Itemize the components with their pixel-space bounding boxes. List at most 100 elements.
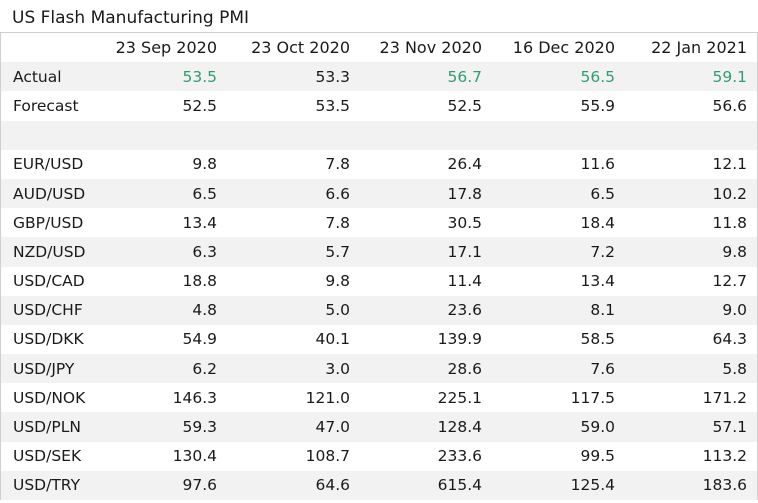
actual-value: 56.7 <box>447 67 482 86</box>
value-cell: 11.8 <box>712 213 747 232</box>
value-cell: 13.4 <box>580 272 615 291</box>
row-label: Forecast <box>13 96 79 115</box>
value-cell: 11.4 <box>447 272 482 291</box>
value-cell: 7.8 <box>325 155 350 174</box>
row-label: USD/CHF <box>13 301 83 320</box>
value-cell: 4.8 <box>192 301 217 320</box>
value-cell: 130.4 <box>172 447 217 466</box>
value-cell: 5.8 <box>722 359 747 378</box>
value-cell: 64.6 <box>315 476 350 495</box>
actual-value: 53.5 <box>182 67 217 86</box>
value-cell: 58.5 <box>580 330 615 349</box>
value-cell: 6.5 <box>590 184 615 203</box>
value-cell: 125.4 <box>570 476 615 495</box>
table-row: USD/SEK 130.4 108.7 233.6 99.5 113.2 <box>1 442 757 471</box>
value-cell: 9.8 <box>192 155 217 174</box>
value-cell: 171.2 <box>702 388 747 407</box>
table-row: USD/DKK 54.9 40.1 139.9 58.5 64.3 <box>1 325 757 354</box>
value-cell: 615.4 <box>437 476 482 495</box>
data-table: 23 Sep 2020 23 Oct 2020 23 Nov 2020 16 D… <box>0 32 758 500</box>
value-cell: 30.5 <box>447 213 482 232</box>
value-cell: 40.1 <box>315 330 350 349</box>
actual-value: 59.1 <box>712 67 747 86</box>
forecast-row: Forecast 52.5 53.5 52.5 55.9 56.6 <box>1 91 757 120</box>
value-cell: 47.0 <box>315 418 350 437</box>
table-row: USD/CAD 18.8 9.8 11.4 13.4 12.7 <box>1 267 757 296</box>
row-label: USD/SEK <box>13 447 82 466</box>
row-label: EUR/USD <box>13 155 84 174</box>
value-cell: 6.3 <box>192 242 217 261</box>
row-label: GBP/USD <box>13 213 84 232</box>
forecast-value: 52.5 <box>182 96 217 115</box>
row-label: NZD/USD <box>13 242 86 261</box>
row-label: AUD/USD <box>13 184 86 203</box>
value-cell: 10.2 <box>712 184 747 203</box>
value-cell: 9.0 <box>722 301 747 320</box>
value-cell: 3.0 <box>325 359 350 378</box>
table-row: EUR/USD 9.8 7.8 26.4 11.6 12.1 <box>1 150 757 179</box>
spacer-row <box>1 120 757 150</box>
forecast-value: 52.5 <box>447 96 482 115</box>
value-cell: 12.7 <box>712 272 747 291</box>
value-cell: 8.1 <box>590 301 615 320</box>
value-cell: 59.3 <box>182 418 217 437</box>
value-cell: 225.1 <box>437 388 482 407</box>
value-cell: 28.6 <box>447 359 482 378</box>
value-cell: 26.4 <box>447 155 482 174</box>
row-label: USD/TRY <box>13 476 81 495</box>
table-row: USD/NOK 146.3 121.0 225.1 117.5 171.2 <box>1 383 757 412</box>
currency-pair-rows: EUR/USD 9.8 7.8 26.4 11.6 12.1 AUD/USD 6.5 6.6 17… <box>1 150 757 500</box>
value-cell: 54.9 <box>182 330 217 349</box>
value-cell: 99.5 <box>580 447 615 466</box>
value-cell: 11.6 <box>580 155 615 174</box>
row-label: USD/JPY <box>13 359 75 378</box>
forecast-value: 56.6 <box>712 96 747 115</box>
value-cell: 6.2 <box>192 359 217 378</box>
table-row: NZD/USD 6.3 5.7 17.1 7.2 9.8 <box>1 237 757 267</box>
value-cell: 121.0 <box>305 388 350 407</box>
actual-value: 56.5 <box>580 67 615 86</box>
row-label: Actual <box>13 67 62 86</box>
forecast-value: 55.9 <box>580 96 615 115</box>
header-cell: 22 Jan 2021 <box>651 38 747 58</box>
actual-row: Actual 53.5 53.3 56.7 56.5 59.1 <box>1 62 757 92</box>
value-cell: 5.0 <box>325 301 350 320</box>
row-label: USD/DKK <box>13 330 84 349</box>
header-cell: 16 Dec 2020 <box>512 38 615 58</box>
value-cell: 17.8 <box>447 184 482 203</box>
value-cell: 233.6 <box>437 447 482 466</box>
value-cell: 139.9 <box>437 330 482 349</box>
value-cell: 9.8 <box>722 242 747 261</box>
forecast-value: 53.5 <box>315 96 350 115</box>
table-row: USD/JPY 6.2 3.0 28.6 7.6 5.8 <box>1 354 757 384</box>
value-cell: 97.6 <box>182 476 217 495</box>
value-cell: 64.3 <box>712 330 747 349</box>
table-row: AUD/USD 6.5 6.6 17.8 6.5 10.2 <box>1 178 757 209</box>
actual-value: 53.3 <box>315 67 350 86</box>
value-cell: 7.6 <box>590 359 615 378</box>
value-cell: 113.2 <box>702 447 747 466</box>
header-cell: 23 Oct 2020 <box>251 38 350 58</box>
value-cell: 117.5 <box>570 388 615 407</box>
value-cell: 9.8 <box>325 272 350 291</box>
table-row: USD/CHF 4.8 5.0 23.6 8.1 9.0 <box>1 295 757 325</box>
value-cell: 13.4 <box>182 213 217 232</box>
table-row: USD/TRY 97.6 64.6 615.4 125.4 183.6 <box>1 470 757 500</box>
value-cell: 6.6 <box>325 184 350 203</box>
header-cell: 23 Nov 2020 <box>379 38 482 58</box>
table-row: GBP/USD 13.4 7.8 30.5 18.4 11.8 <box>1 208 757 237</box>
table-title: US Flash Manufacturing PMI <box>12 8 250 28</box>
value-cell: 146.3 <box>172 388 217 407</box>
value-cell: 18.4 <box>580 213 615 232</box>
header-row: 23 Sep 2020 23 Oct 2020 23 Nov 2020 16 D… <box>1 33 757 62</box>
value-cell: 17.1 <box>447 242 482 261</box>
value-cell: 12.1 <box>712 155 747 174</box>
value-cell: 18.8 <box>182 272 217 291</box>
value-cell: 57.1 <box>712 418 747 437</box>
value-cell: 128.4 <box>437 418 482 437</box>
value-cell: 59.0 <box>580 418 615 437</box>
row-label: USD/NOK <box>13 388 86 407</box>
value-cell: 23.6 <box>447 301 482 320</box>
header-cell: 23 Sep 2020 <box>115 38 217 58</box>
